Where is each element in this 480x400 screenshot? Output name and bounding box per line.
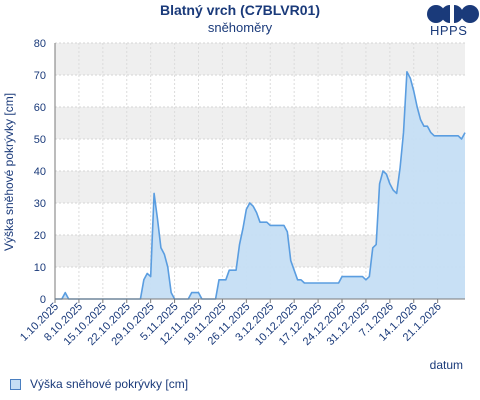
y-tick-label: 40	[34, 166, 46, 178]
y-tick-label: 50	[34, 134, 46, 146]
y-tick-label: 60	[34, 102, 46, 114]
data-area-layer	[55, 71, 466, 300]
y-tick-label: 10	[34, 262, 46, 274]
legend-label: Výška sněhové pokrývky [cm]	[30, 377, 189, 391]
plot-band	[55, 75, 465, 107]
legend-swatch	[10, 379, 21, 390]
y-tick-labels: 0 10 20 30 40 50 60 70 80	[34, 38, 46, 306]
chart-title: Blatný vrch (C7BLVR01)	[159, 2, 320, 18]
snow-depth-area	[55, 71, 465, 299]
y-tick-label: 0	[40, 294, 46, 306]
plot-band	[55, 139, 465, 171]
x-tick-labels: 1.10.20258.10.202515.10.202522.10.202529…	[18, 299, 444, 348]
legend: Výška sněhové pokrývky [cm]	[10, 377, 188, 391]
y-tick-label: 30	[34, 198, 46, 210]
axes	[54, 43, 465, 300]
logo-text: HPPS	[430, 23, 468, 38]
plot-band	[55, 107, 465, 139]
y-axis-label: Výška sněhové pokrývky [cm]	[2, 93, 16, 251]
plot-band	[55, 43, 465, 75]
y-tick-label: 70	[34, 70, 46, 82]
chart-subtitle: sněhoměry	[207, 20, 273, 35]
y-tick-label: 80	[34, 38, 46, 50]
snow-depth-line	[55, 71, 466, 300]
hpps-logo-icon	[427, 5, 479, 23]
y-tick-label: 20	[34, 230, 46, 242]
x-axis-label: datum	[430, 358, 463, 372]
